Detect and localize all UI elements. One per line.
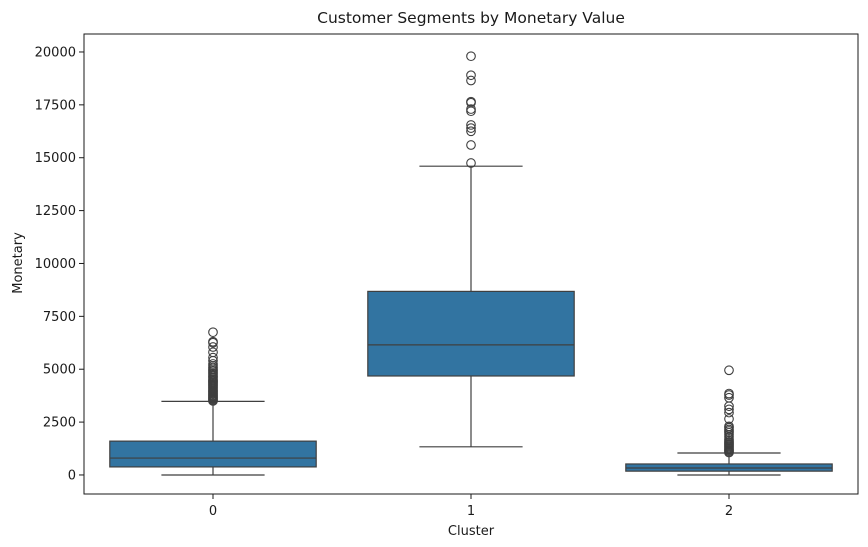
outlier-point	[724, 407, 734, 418]
x-tick-label: 1	[467, 504, 475, 519]
plot-area: 0 2500 5000 7500 10000 12500 15000 17500 20000 0 1…	[35, 33, 859, 519]
outlier-point	[724, 388, 734, 399]
outlier-point	[466, 126, 476, 137]
outlier-point	[466, 70, 476, 81]
outlier-point	[724, 365, 734, 376]
outlier-point	[466, 106, 476, 117]
y-tick-label: 20000	[35, 45, 76, 60]
x-tick-label: 0	[209, 504, 217, 519]
outlier-point	[466, 51, 476, 62]
y-tick-label: 0	[68, 468, 76, 483]
y-tick-label: 17500	[35, 98, 76, 113]
x-axis-label: Cluster	[448, 524, 495, 539]
outlier-point	[466, 120, 476, 130]
chart-title: Customer Segments by Monetary Value	[317, 9, 625, 27]
outlier-point	[208, 347, 218, 358]
outlier-point	[466, 104, 476, 114]
outlier-point	[724, 414, 734, 424]
outlier-point	[208, 352, 218, 363]
y-tick-label: 10000	[35, 257, 76, 272]
outlier-point	[208, 336, 218, 347]
y-tick-label: 15000	[35, 151, 76, 166]
outlier-point	[724, 421, 734, 432]
outlier-point	[724, 404, 734, 415]
y-tick-label: 5000	[43, 363, 76, 378]
outlier-point	[466, 123, 476, 133]
box-group-cluster-2	[625, 365, 833, 476]
outlier-point	[466, 158, 476, 168]
box-group-cluster-0	[109, 327, 317, 476]
outlier-point	[208, 359, 218, 369]
plot-frame	[83, 33, 859, 495]
outlier-point	[466, 75, 476, 86]
box-group-cluster-1	[367, 51, 575, 448]
y-tick-label: 7500	[43, 310, 76, 325]
x-tick-label: 2	[725, 504, 733, 519]
y-tick-label: 12500	[35, 204, 76, 219]
outlier-point	[208, 327, 218, 338]
y-axis-label: Monetary	[11, 232, 26, 294]
box-iqr	[367, 290, 575, 377]
y-tick-label: 2500	[43, 416, 76, 431]
outlier-point	[466, 96, 476, 107]
outlier-point	[724, 392, 734, 403]
box-iqr	[109, 440, 317, 468]
outlier-point	[208, 342, 218, 352]
outlier-point	[466, 140, 476, 150]
